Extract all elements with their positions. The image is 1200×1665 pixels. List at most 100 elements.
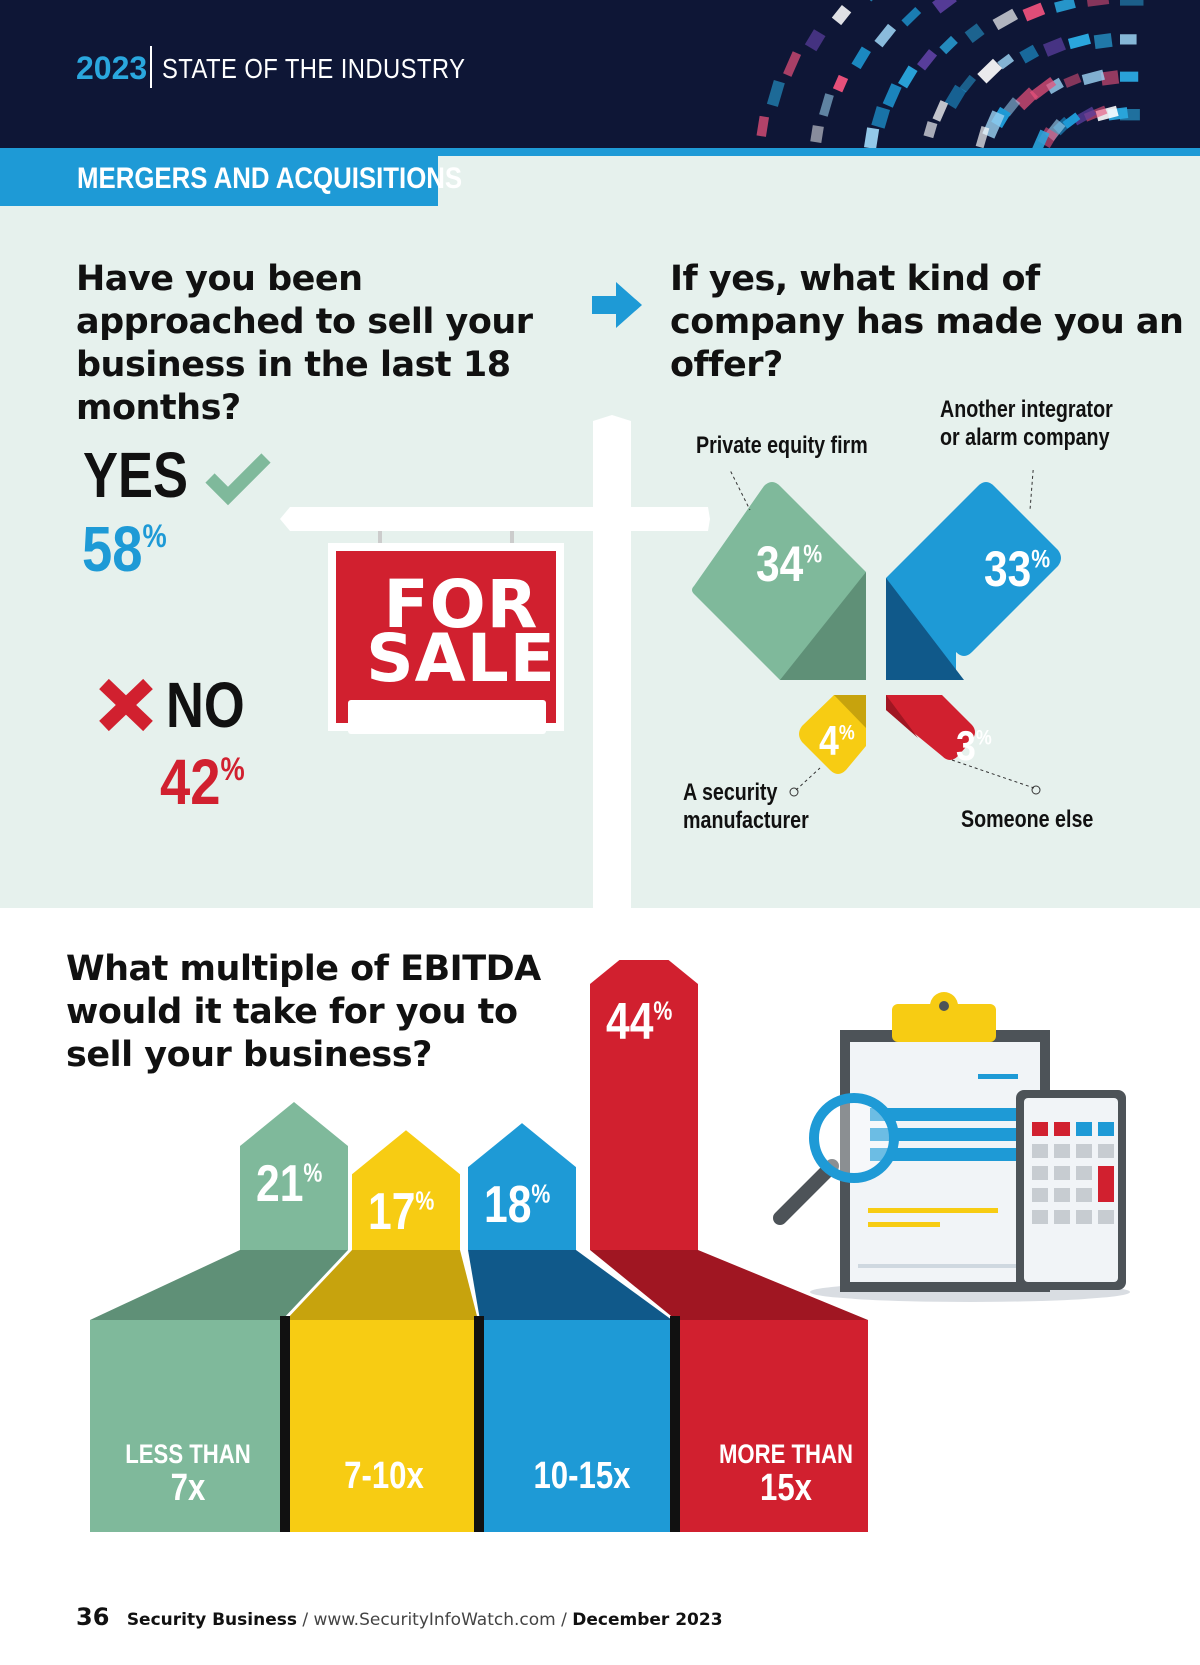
label-integrator: Another integrator or alarm company bbox=[940, 396, 1113, 451]
header-art-tile bbox=[874, 23, 897, 48]
question-offer-type: If yes, what kind of company has made yo… bbox=[670, 259, 1184, 385]
ebitda-separator-1 bbox=[474, 1316, 484, 1532]
header-art-tile bbox=[1086, 0, 1110, 7]
header-art-tile bbox=[1032, 129, 1050, 148]
base-label-7-10x: 7-10x bbox=[344, 1455, 424, 1497]
page-number: 36 bbox=[76, 1603, 110, 1631]
header-art-tile bbox=[932, 100, 949, 122]
header-art-tile bbox=[1067, 33, 1091, 50]
header-art-tile bbox=[804, 29, 826, 52]
ebitda-base-3 bbox=[676, 1320, 868, 1532]
bar-value-7-10x: 17% bbox=[368, 1183, 435, 1242]
header-art-tile bbox=[1019, 44, 1040, 64]
header-art-tile bbox=[959, 74, 977, 93]
value-integrator: 33% bbox=[984, 541, 1051, 597]
diamond-manufacturer bbox=[799, 695, 866, 774]
header-art-tile bbox=[783, 51, 802, 77]
question-ebitda: What multiple of EBITDA would it take fo… bbox=[66, 949, 541, 1075]
header-art-tile bbox=[1054, 0, 1076, 13]
value-manufacturer: 4% bbox=[819, 717, 855, 764]
diamond-private-equity-shade bbox=[780, 572, 866, 680]
label-manufacturer: A security manufacturer bbox=[683, 779, 809, 834]
ebitda-separator-2 bbox=[670, 1316, 680, 1532]
clipboard-calculator-illustration bbox=[773, 992, 1130, 1302]
diamond-integrator bbox=[886, 482, 1061, 680]
header-art-tile bbox=[810, 125, 824, 144]
header-art-tile bbox=[944, 84, 967, 109]
header-art-tile bbox=[756, 115, 770, 137]
header-art-tile bbox=[1093, 33, 1113, 49]
base-label-more-than-15x: MORE THAN 15x bbox=[718, 1439, 854, 1509]
header-art-tile bbox=[819, 93, 834, 117]
ebitda-bar-connector-3 bbox=[590, 1250, 868, 1320]
header-art-tile bbox=[882, 83, 902, 108]
ebitda-base-2 bbox=[480, 1320, 672, 1532]
section-tab bbox=[0, 150, 438, 206]
diamond-manufacturer-shade bbox=[834, 695, 866, 728]
header-art-tile bbox=[997, 53, 1015, 70]
diamond-integrator-shade bbox=[886, 578, 964, 680]
footer-separator: / bbox=[302, 1610, 314, 1630]
header-art-tile bbox=[1100, 70, 1120, 86]
header-art-tile bbox=[1046, 77, 1064, 95]
header-art-tile bbox=[901, 6, 922, 27]
header-decorative-graphic bbox=[756, 0, 1144, 148]
diamond-someone-else-shade bbox=[886, 695, 918, 738]
base-label-10-15x: 10-15x bbox=[533, 1455, 631, 1497]
value-someone-else: 3% bbox=[956, 722, 992, 769]
header-banner bbox=[0, 0, 1200, 148]
header-divider bbox=[150, 46, 152, 88]
header-art-tile bbox=[832, 74, 849, 93]
bar-value-10-15x: 18% bbox=[484, 1176, 551, 1235]
ebitda-multiple-chart bbox=[90, 960, 868, 1532]
label-private-equity: Private equity firm bbox=[696, 432, 868, 459]
footer-url[interactable]: www.SecurityInfoWatch.com bbox=[313, 1610, 556, 1630]
ebitda-base-0 bbox=[90, 1320, 282, 1532]
question-approached: Have you been approached to sell your bu… bbox=[76, 259, 533, 428]
bar-value-more-than-15x: 44% bbox=[606, 993, 673, 1051]
header-art-tile bbox=[1029, 76, 1057, 101]
offer-type-chart bbox=[692, 470, 1061, 797]
page-footer: 36 Security Business / www.SecurityInfoW… bbox=[76, 1603, 723, 1631]
issue-date: December 2023 bbox=[572, 1610, 723, 1630]
base-label-less-than-7x: LESS THAN 7x bbox=[125, 1439, 251, 1509]
no-percentage: 42% bbox=[160, 746, 245, 818]
header-art-tile bbox=[851, 46, 871, 70]
bar-value-less-than-7x: 21% bbox=[256, 1155, 323, 1214]
value-private-equity: 34% bbox=[756, 536, 823, 592]
header-art-tile bbox=[766, 79, 785, 107]
label-someone-else: Someone else bbox=[961, 806, 1094, 833]
header-title: STATE OF THE INDUSTRY bbox=[162, 53, 466, 84]
header-art-tile bbox=[1015, 87, 1039, 111]
ebitda-bar-1 bbox=[352, 1130, 460, 1250]
ebitda-base-1 bbox=[286, 1320, 478, 1532]
header-art-tile bbox=[1022, 2, 1046, 22]
header-art-tile bbox=[863, 127, 880, 148]
magazine-name: Security Business bbox=[126, 1610, 297, 1630]
yes-percentage: 58% bbox=[82, 513, 167, 585]
diamond-someone-else bbox=[886, 695, 975, 760]
header-art-tile bbox=[992, 8, 1019, 31]
header-art-tile bbox=[977, 58, 1003, 84]
for-sale-sign-illustration bbox=[280, 415, 710, 908]
no-label: NO bbox=[166, 669, 245, 741]
ebitda-bar-connector-2 bbox=[468, 1250, 672, 1320]
header-art-tile bbox=[917, 49, 938, 71]
header-art-tile bbox=[871, 106, 891, 129]
ebitda-bar-0 bbox=[240, 1102, 348, 1250]
header-art-tile bbox=[964, 23, 985, 43]
header-art-tile bbox=[863, 0, 890, 2]
header-art-tile bbox=[939, 35, 958, 55]
footer-separator: / bbox=[561, 1610, 573, 1630]
header-year: 2023 bbox=[76, 50, 148, 86]
header-art-tile bbox=[831, 4, 852, 26]
header-art-tile bbox=[1120, 34, 1137, 45]
header-art-tile bbox=[1120, 0, 1144, 6]
header-art-tile bbox=[923, 121, 938, 139]
header-art-tile bbox=[1072, 106, 1097, 126]
header-art-tile bbox=[898, 65, 918, 89]
header-art-tile bbox=[1063, 73, 1082, 88]
header-art-tile bbox=[1120, 71, 1139, 82]
header-art-tile bbox=[1042, 37, 1067, 57]
header-art-tile bbox=[975, 126, 990, 148]
